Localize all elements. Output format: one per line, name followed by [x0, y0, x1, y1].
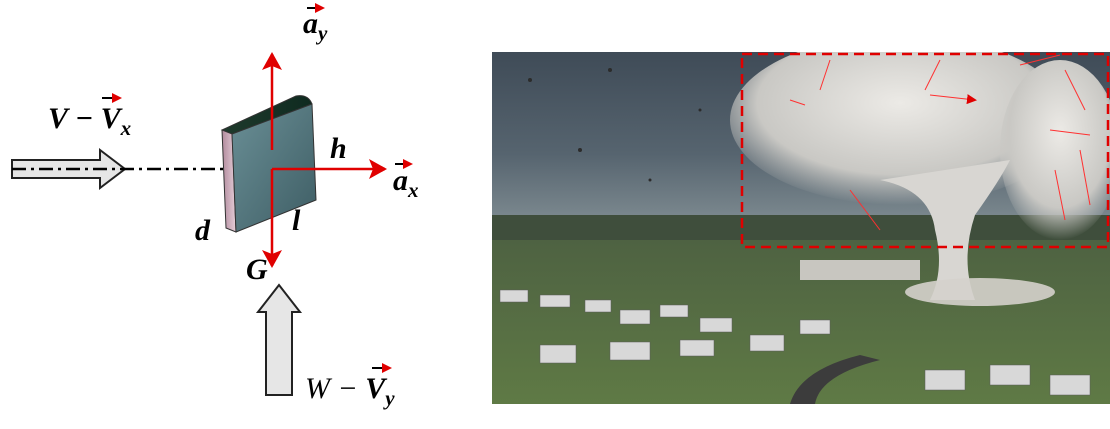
label-l: l — [292, 204, 301, 237]
figure: ay V − Vx h ax d l G W − Vy — [0, 0, 1110, 429]
tornado-photo — [492, 35, 1110, 404]
label-h: h — [330, 132, 347, 165]
weight-arrow — [258, 285, 300, 395]
label-ay: ay — [303, 7, 328, 45]
label-vx: V − Vx — [48, 102, 131, 140]
label-ax: ax — [393, 164, 419, 202]
label-wy: W − Vy — [305, 372, 395, 410]
diagram: ay V − Vx h ax d l G W − Vy — [12, 7, 419, 410]
label-g: G — [246, 253, 268, 286]
label-d: d — [195, 214, 211, 247]
